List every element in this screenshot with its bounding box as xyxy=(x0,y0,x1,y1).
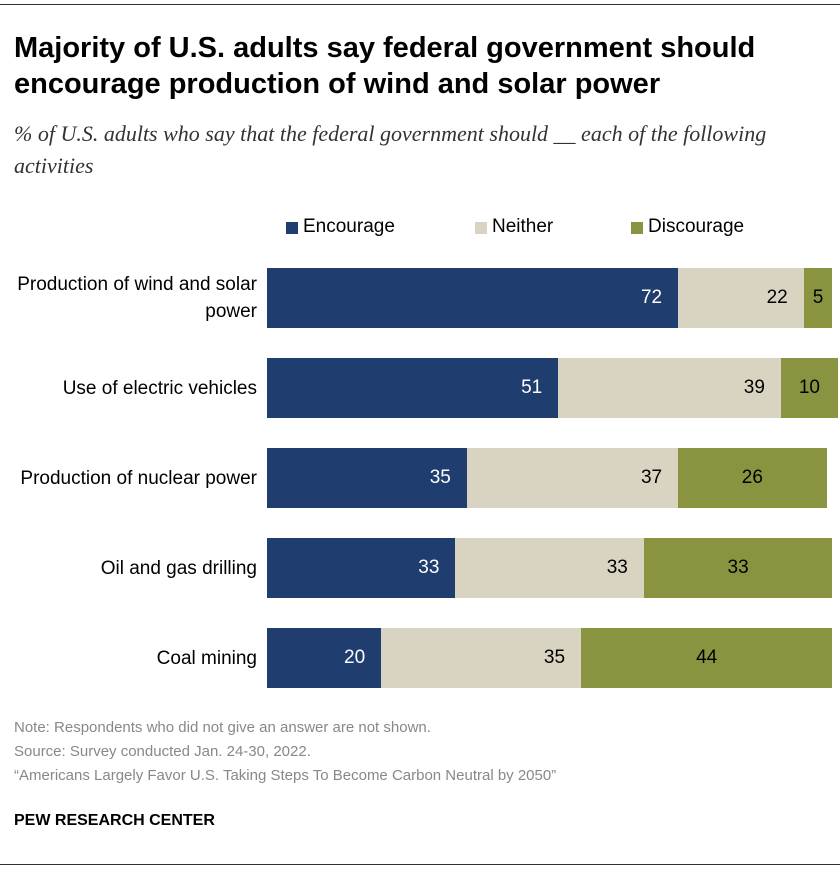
bar-segment xyxy=(267,538,456,598)
bar-segment xyxy=(678,268,804,328)
note: “Americans Largely Favor U.S. Taking Ste… xyxy=(14,767,557,784)
bar-segment xyxy=(803,268,833,328)
category-label: Production of nuclear power xyxy=(20,467,257,489)
value-label: 33 xyxy=(606,557,628,578)
category-label: Use of electric vehicles xyxy=(62,377,257,399)
bar-segment xyxy=(466,448,679,508)
value-label: 5 xyxy=(812,287,824,308)
value-label: 33 xyxy=(418,557,440,578)
category-label: Production of wind and solar power xyxy=(17,274,257,322)
bar-segment xyxy=(643,538,833,598)
value-label: 37 xyxy=(640,467,663,488)
legend-label: Neither xyxy=(492,216,554,237)
bar-segment xyxy=(581,628,833,688)
bar-segment xyxy=(267,448,467,508)
value-label: 33 xyxy=(727,557,749,578)
bar-segment xyxy=(267,628,382,688)
value-label: 22 xyxy=(766,287,788,308)
bottom-rule xyxy=(0,864,840,865)
bar-segment xyxy=(780,358,838,418)
value-label: 35 xyxy=(429,467,451,488)
top-rule xyxy=(0,4,840,5)
category-label: Oil and gas drilling xyxy=(100,557,257,579)
value-label: 35 xyxy=(543,647,566,668)
legend-swatch xyxy=(475,222,487,234)
value-label: 10 xyxy=(798,377,820,398)
bar-segment xyxy=(381,628,582,688)
bar-segment xyxy=(267,358,559,418)
source: PEW RESEARCH CENTER xyxy=(14,812,215,829)
legend-label: Encourage xyxy=(303,216,395,237)
note: Source: Survey conducted Jan. 24-30, 202… xyxy=(14,743,311,760)
chart-title: Majority of U.S. adults say federal gove… xyxy=(14,32,756,100)
value-label: 26 xyxy=(741,467,763,488)
bar-segment xyxy=(678,448,827,508)
value-label: 51 xyxy=(521,377,543,398)
value-label: 20 xyxy=(344,647,366,668)
value-label: 44 xyxy=(696,647,718,668)
bar-segment xyxy=(558,358,781,418)
bar-segment xyxy=(267,268,679,328)
value-label: 72 xyxy=(640,287,663,308)
chart-subtitle: % of U.S. adults who say that the federa… xyxy=(14,121,767,178)
legend-swatch xyxy=(631,222,643,234)
bar-segment xyxy=(455,538,644,598)
legend-swatch xyxy=(286,222,298,234)
note: Note: Respondents who did not give an an… xyxy=(14,719,431,736)
legend-label: Discourage xyxy=(648,216,745,237)
category-label: Coal mining xyxy=(156,647,257,669)
value-label: 39 xyxy=(743,377,765,398)
